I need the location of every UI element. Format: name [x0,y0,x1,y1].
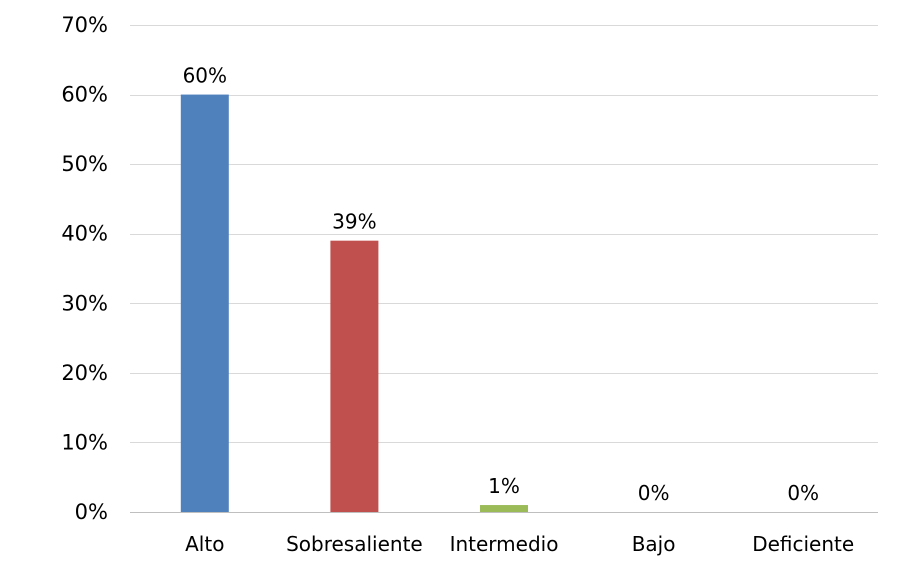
bar-alto [180,94,229,513]
y-tick-label: 0% [75,500,108,524]
bars [180,94,528,513]
y-tick-label: 40% [61,222,108,246]
y-tick-label: 10% [61,430,108,454]
x-axis-categories: Alto Sobresaliente Intermedio Bajo Deficient… [185,532,854,556]
y-axis-ticks: 0% 10% 20% 30% 40% 50% 60% 70% [61,13,108,524]
bar-sobresaliente [330,240,379,512]
y-tick-label: 20% [61,361,108,385]
category-label-sobresaliente: Sobresaliente [286,532,423,556]
y-tick-label: 70% [61,13,108,37]
data-label-intermedio: 1% [488,474,520,498]
category-label-bajo: Bajo [632,532,676,556]
y-tick-label: 30% [61,291,108,315]
y-tick-label: 50% [61,152,108,176]
data-labels: 60% 39% 1% 0% 0% [183,64,819,505]
data-label-deficiente: 0% [787,481,819,505]
y-tick-label: 60% [61,83,108,107]
data-label-bajo: 0% [638,481,670,505]
data-label-sobresaliente: 39% [332,210,376,234]
data-label-alto: 60% [183,64,227,88]
gridlines [130,25,878,513]
category-label-alto: Alto [185,532,224,556]
bar-intermedio [480,505,528,512]
category-label-intermedio: Intermedio [450,532,559,556]
category-label-deficiente: Deficiente [752,532,854,556]
